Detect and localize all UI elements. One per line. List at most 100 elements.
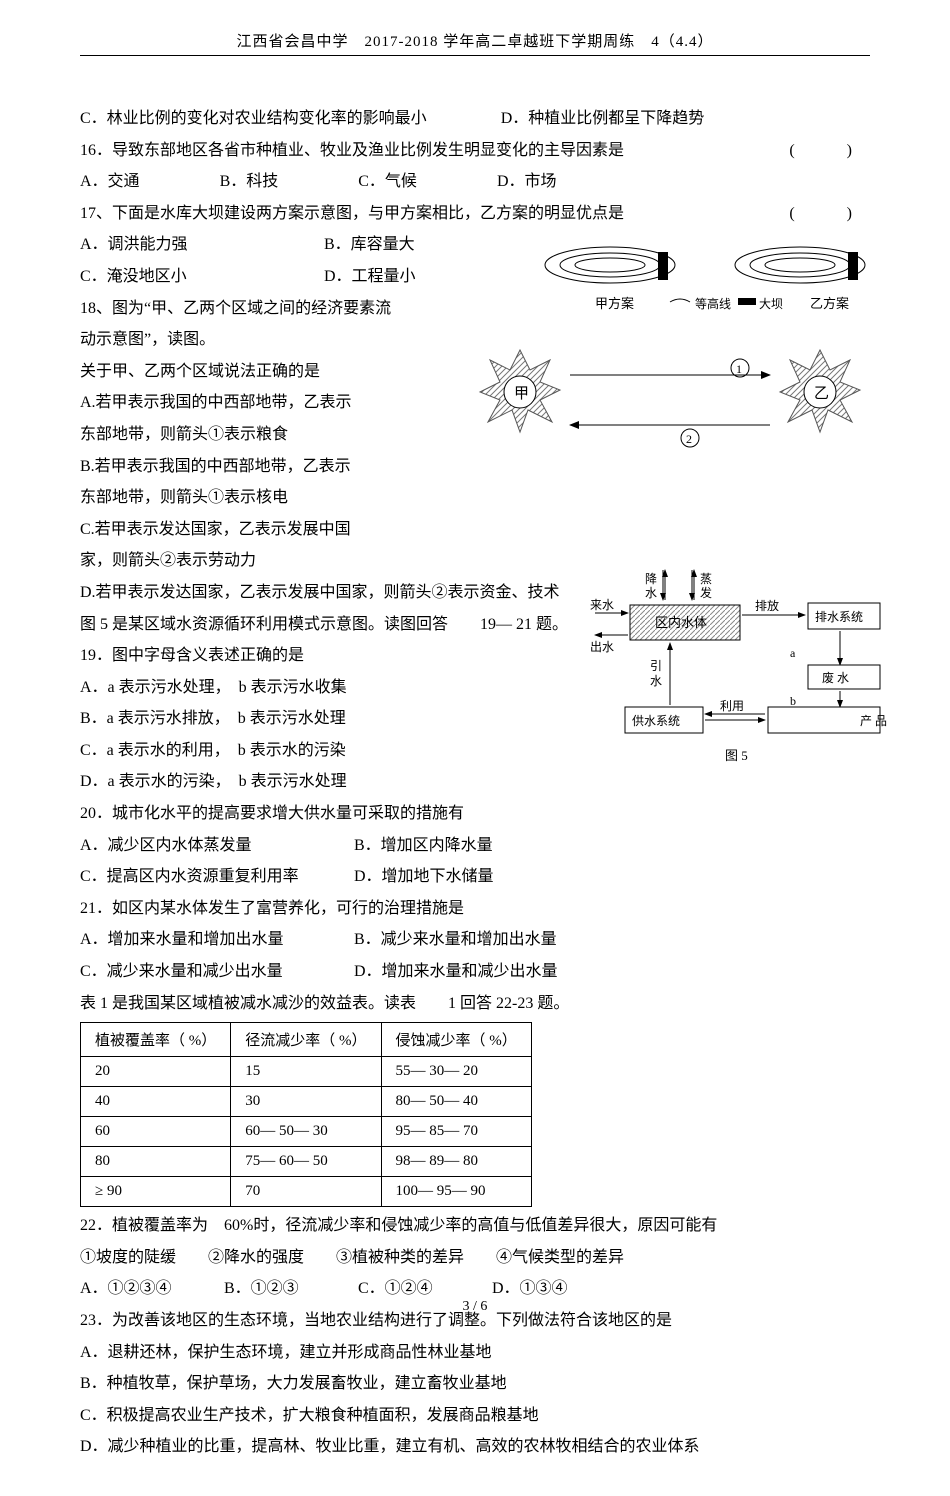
svg-text:2: 2 <box>686 432 692 446</box>
q21-a: A．增加来水量和增加出水量 <box>80 927 350 953</box>
q17-text: 17、下面是水库大坝建设两方案示意图，与甲方案相比，乙方案的明显优点是 <box>80 205 624 222</box>
q23-c: C．积极提高农业生产技术，扩大粮食种植面积，发展商品粮基地 <box>80 1403 870 1429</box>
q21-c: C．减少来水量和减少出水量 <box>80 959 350 985</box>
q22-stem: 22．植被覆盖率为 60%时，径流减少率和侵蚀减少率的高值与低值差异很大，原因可… <box>80 1213 870 1239</box>
cell: 80 <box>81 1147 231 1177</box>
q17-stem: 17、下面是水库大坝建设两方案示意图，与甲方案相比，乙方案的明显优点是 ( ) <box>80 201 870 227</box>
dam-left <box>545 247 675 283</box>
q18-c2: 家，则箭头②表示劳动力 <box>80 548 500 574</box>
table-row: 60 60— 50— 30 95— 85— 70 <box>81 1117 532 1147</box>
q23-b: B．种植牧草，保护草场，大力发展畜牧业，建立畜牧业基地 <box>80 1371 870 1397</box>
q18-intro1: 18、图为“甲、乙两个区域之间的经济要素流 <box>80 296 500 322</box>
svg-text:发: 发 <box>700 585 712 600</box>
q20-row1: A．减少区内水体蒸发量 B．增加区内降水量 <box>80 833 870 859</box>
q16-c: C．气候 <box>358 169 417 195</box>
q21-stem: 21．如区内某水体发生了富营养化，可行的治理措施是 <box>80 896 870 922</box>
q15-d: D．种植业比例都呈下降趋势 <box>501 110 705 127</box>
q20-d: D．增加地下水储量 <box>354 868 494 885</box>
q22-d: D．①③④ <box>492 1280 568 1297</box>
svg-text:区内水体: 区内水体 <box>655 615 707 630</box>
q17-b: B．库容量大 <box>324 236 415 253</box>
table-header-row: 植被覆盖率（ %） 径流减少率（ %） 侵蚀减少率（ %） <box>81 1023 532 1057</box>
flow-figure: 甲 乙 1 2 <box>460 330 880 485</box>
flow-yi-shape: 乙 <box>780 350 860 432</box>
q16-options: A．交通 B．科技 C．气候 D．市场 <box>80 169 870 195</box>
table-row: 80 75— 60— 50 98— 89— 80 <box>81 1147 532 1177</box>
svg-text:降: 降 <box>645 572 657 586</box>
svg-text:利用: 利用 <box>720 699 744 713</box>
svg-text:废 水: 废 水 <box>822 670 849 685</box>
vegetation-table: 植被覆盖率（ %） 径流减少率（ %） 侵蚀减少率（ %） 20 15 55— … <box>80 1022 532 1207</box>
q16-text: 16．导致东部地区各省市种植业、牧业及渔业比例发生明显变化的主导因素是 <box>80 142 624 159</box>
cell: 20 <box>81 1057 231 1087</box>
q19-c: C．a 表示水的利用， b 表示水的污染 <box>80 738 560 764</box>
q17-d: D．工程量小 <box>324 268 416 285</box>
svg-text:甲: 甲 <box>514 386 529 402</box>
q18-b2: 东部地带，则箭头①表示核电 <box>80 485 500 511</box>
q22-items: ①坡度的陡缓 ②降水的强度 ③植被种类的差异 ④气候类型的差异 <box>80 1245 870 1271</box>
svg-text:产 品: 产 品 <box>860 714 887 728</box>
q16-d: D．市场 <box>497 169 557 195</box>
cell: 60 <box>81 1117 231 1147</box>
q20-c: C．提高区内水资源重复利用率 <box>80 864 350 890</box>
water-figure: 降水 蒸发 区内水体 来水 出水 排放 排水系统 引水 a 废 水 <box>590 565 890 780</box>
q21-row2: C．减少来水量和减少出水量 D．增加来水量和减少出水量 <box>80 959 870 985</box>
q17-c: C．淹没地区小 <box>80 264 320 290</box>
q16-a: A．交通 <box>80 169 140 195</box>
svg-text:引: 引 <box>650 659 662 673</box>
cell: 70 <box>231 1177 381 1207</box>
svg-text:排放: 排放 <box>755 598 779 613</box>
svg-text:水: 水 <box>650 674 662 688</box>
dam-legend1: 等高线 <box>695 296 731 311</box>
q20-b: B．增加区内降水量 <box>354 837 493 854</box>
dam-right-label: 乙方案 <box>810 296 849 311</box>
th2: 径流减少率（ %） <box>231 1023 381 1057</box>
q15-c: C．林业比例的变化对农业结构变化率的影响最小 <box>80 110 427 127</box>
dam-left-label: 甲方案 <box>595 296 634 311</box>
q19-a: A．a 表示污水处理， b 表示污水收集 <box>80 675 560 701</box>
cell: 98— 89— 80 <box>381 1147 531 1177</box>
svg-text:a: a <box>790 646 796 660</box>
cell: 55— 30— 20 <box>381 1057 531 1087</box>
page-header: 江西省会昌中学 2017-2018 学年高二卓越班下学期周练 4（4.4） <box>80 30 870 56</box>
q18-a2: 东部地带，则箭头①表示粮食 <box>80 422 500 448</box>
table-row: ≥ 90 70 100— 95— 90 <box>81 1177 532 1207</box>
cell: 30 <box>231 1087 381 1117</box>
q18-b1: B.若甲表示我国的中西部地带，乙表示 <box>80 454 500 480</box>
q18-sub: 关于甲、乙两个区域说法正确的是 <box>80 359 500 385</box>
q20-stem: 20．城市化水平的提高要求增大供水量可采取的措施有 <box>80 801 560 827</box>
q16-paren: ( ) <box>789 138 870 164</box>
q21-d: D．增加来水量和减少出水量 <box>354 963 558 980</box>
q21-b: B．减少来水量和增加出水量 <box>354 931 557 948</box>
svg-text:图 5: 图 5 <box>725 748 748 763</box>
svg-text:蒸: 蒸 <box>700 572 712 586</box>
svg-text:水: 水 <box>645 586 657 600</box>
cell: 15 <box>231 1057 381 1087</box>
q17-a: A．调洪能力强 <box>80 232 320 258</box>
q17-paren: ( ) <box>789 201 870 227</box>
th1: 植被覆盖率（ %） <box>81 1023 231 1057</box>
q18-intro2: 动示意图”，读图。 <box>80 327 500 353</box>
q19-d: D．a 表示水的污染， b 表示污水处理 <box>80 769 560 795</box>
q16-b: B．科技 <box>220 169 279 195</box>
cell: 60— 50— 30 <box>231 1117 381 1147</box>
table-intro: 表 1 是我国某区域植被减水减沙的效益表。读表 1 回答 22-23 题。 <box>80 991 870 1017</box>
cell: 40 <box>81 1087 231 1117</box>
svg-text:乙: 乙 <box>814 386 829 402</box>
dam-legend2: 大坝 <box>759 297 783 311</box>
q19-b: B．a 表示污水排放， b 表示污水处理 <box>80 706 560 732</box>
flow-jia-shape: 甲 <box>480 350 560 432</box>
q23-a: A．退耕还林，保护生态环境，建立并形成商品性林业基地 <box>80 1340 870 1366</box>
q15-options: C．林业比例的变化对农业结构变化率的影响最小 D．种植业比例都呈下降趋势 <box>80 106 870 132</box>
q21-row1: A．增加来水量和增加出水量 B．减少来水量和增加出水量 <box>80 927 870 953</box>
q23-d: D．减少种植业的比重，提高林、牧业比重，建立有机、高效的农林牧相结合的农业体系 <box>80 1434 870 1460</box>
cell: ≥ 90 <box>81 1177 231 1207</box>
dam-right <box>735 247 865 283</box>
q16-stem: 16．导致东部地区各省市种植业、牧业及渔业比例发生明显变化的主导因素是 ( ) <box>80 138 870 164</box>
dam-figure: 甲方案 等高线 大坝 乙方案 <box>540 240 880 325</box>
q20-row2: C．提高区内水资源重复利用率 D．增加地下水储量 <box>80 864 870 890</box>
cell: 80— 50— 40 <box>381 1087 531 1117</box>
svg-text:出水: 出水 <box>590 640 614 654</box>
q18-c1: C.若甲表示发达国家，乙表示发展中国 <box>80 517 500 543</box>
page-footer: 3 / 6 <box>0 1299 950 1315</box>
